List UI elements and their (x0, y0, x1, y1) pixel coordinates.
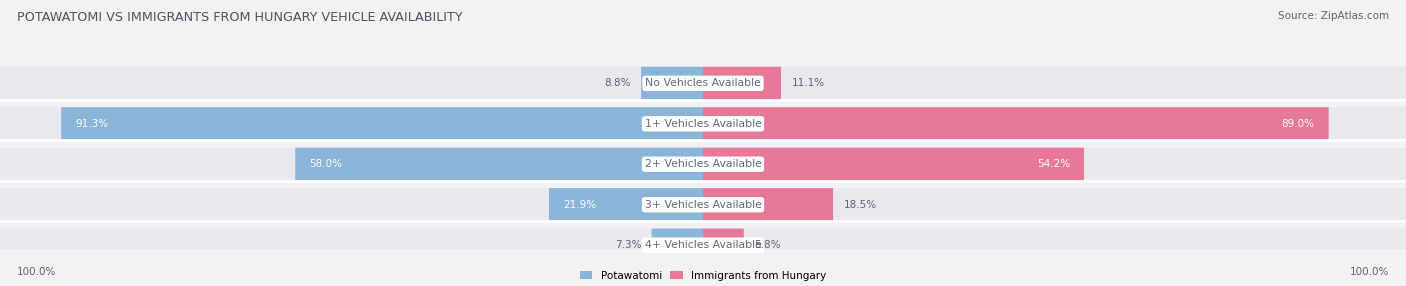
Text: 3+ Vehicles Available: 3+ Vehicles Available (644, 200, 762, 210)
FancyBboxPatch shape (0, 229, 1406, 262)
Legend: Potawatomi, Immigrants from Hungary: Potawatomi, Immigrants from Hungary (579, 271, 827, 281)
Text: 54.2%: 54.2% (1036, 159, 1070, 169)
Text: POTAWATOMI VS IMMIGRANTS FROM HUNGARY VEHICLE AVAILABILITY: POTAWATOMI VS IMMIGRANTS FROM HUNGARY VE… (17, 11, 463, 24)
Text: 1+ Vehicles Available: 1+ Vehicles Available (644, 119, 762, 129)
Text: 91.3%: 91.3% (76, 119, 108, 129)
Text: 18.5%: 18.5% (844, 200, 877, 210)
FancyBboxPatch shape (0, 107, 1406, 140)
Text: 5.8%: 5.8% (754, 240, 780, 250)
Text: No Vehicles Available: No Vehicles Available (645, 78, 761, 88)
FancyBboxPatch shape (641, 67, 703, 100)
Text: 89.0%: 89.0% (1282, 119, 1315, 129)
Text: 8.8%: 8.8% (605, 78, 630, 88)
Text: 100.0%: 100.0% (1350, 267, 1389, 277)
Text: 7.3%: 7.3% (614, 240, 641, 250)
Text: 4+ Vehicles Available: 4+ Vehicles Available (644, 240, 762, 250)
Text: 21.9%: 21.9% (564, 200, 596, 210)
Text: 58.0%: 58.0% (309, 159, 342, 169)
FancyBboxPatch shape (0, 188, 1406, 221)
FancyBboxPatch shape (652, 229, 703, 262)
FancyBboxPatch shape (0, 148, 1406, 181)
FancyBboxPatch shape (295, 148, 703, 181)
Text: 11.1%: 11.1% (792, 78, 825, 88)
Text: 100.0%: 100.0% (17, 267, 56, 277)
FancyBboxPatch shape (0, 67, 1406, 100)
Text: 2+ Vehicles Available: 2+ Vehicles Available (644, 159, 762, 169)
FancyBboxPatch shape (703, 188, 832, 221)
FancyBboxPatch shape (548, 188, 703, 221)
FancyBboxPatch shape (703, 229, 744, 262)
FancyBboxPatch shape (60, 107, 703, 140)
FancyBboxPatch shape (703, 67, 782, 100)
FancyBboxPatch shape (703, 107, 1329, 140)
Text: Source: ZipAtlas.com: Source: ZipAtlas.com (1278, 11, 1389, 21)
FancyBboxPatch shape (703, 148, 1084, 181)
